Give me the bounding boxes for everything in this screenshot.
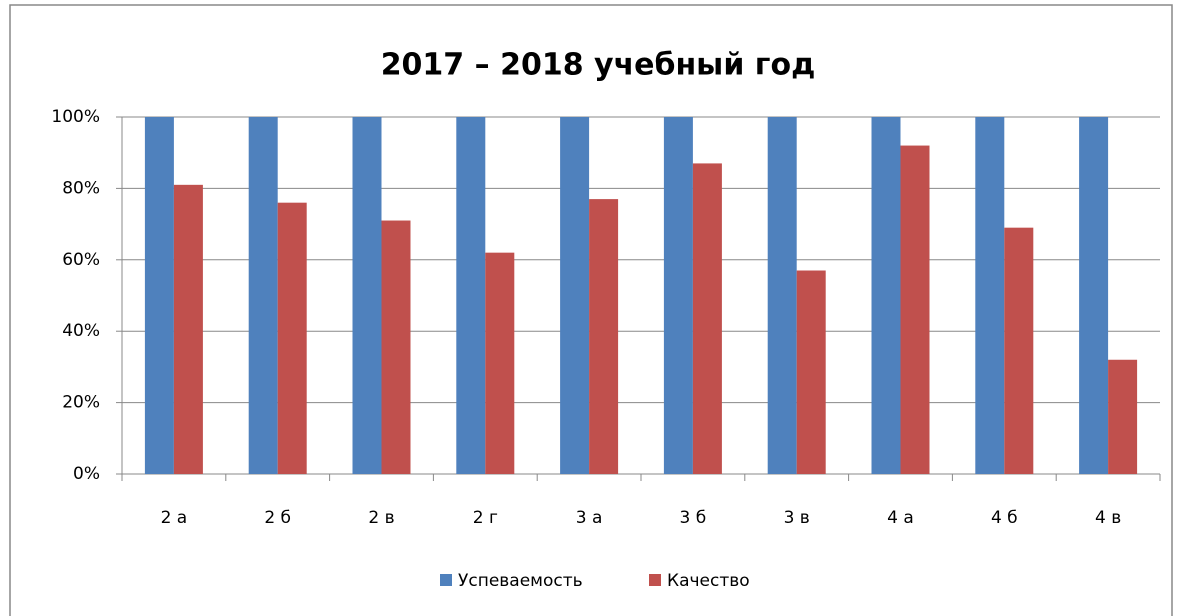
- y-tick-label: 20%: [62, 393, 100, 413]
- bar: [663, 117, 693, 474]
- legend-swatch: [649, 574, 661, 586]
- bar: [381, 220, 411, 474]
- legend-label: Успеваемость: [458, 571, 583, 591]
- x-tick-label: 3 б: [680, 508, 707, 528]
- x-tick-label: 4 а: [887, 508, 914, 528]
- y-tick-label: 40%: [62, 321, 100, 341]
- legend-swatch: [440, 574, 452, 586]
- x-tick-label: 3 в: [784, 508, 810, 528]
- bar: [871, 117, 901, 474]
- bar: [1079, 117, 1109, 474]
- x-tick-label: 4 в: [1095, 508, 1121, 528]
- bar: [767, 117, 797, 474]
- bar: [277, 202, 307, 474]
- bar: [1004, 227, 1034, 474]
- bar: [485, 252, 515, 474]
- x-tick-label: 2 г: [473, 508, 498, 528]
- x-tick-label: 2 а: [161, 508, 188, 528]
- bar: [975, 117, 1005, 474]
- bar: [900, 145, 930, 474]
- bar: [1108, 359, 1138, 474]
- x-tick-label: 4 б: [991, 508, 1018, 528]
- bar: [248, 117, 278, 474]
- bar: [589, 199, 619, 475]
- y-tick-label: 100%: [51, 107, 100, 127]
- x-tick-label: 2 в: [368, 508, 394, 528]
- bar: [796, 270, 826, 474]
- bar: [456, 117, 486, 474]
- bar: [352, 117, 382, 474]
- x-tick-label: 2 б: [264, 508, 291, 528]
- bar: [173, 184, 203, 474]
- bar: [692, 163, 722, 474]
- bar: [560, 117, 590, 474]
- legend-label: Качество: [667, 571, 750, 591]
- y-tick-label: 60%: [62, 250, 100, 270]
- bar: [144, 117, 174, 474]
- y-tick-label: 80%: [62, 178, 100, 198]
- x-tick-label: 3 а: [576, 508, 603, 528]
- chart-title: 2017 – 2018 учебный год: [381, 48, 816, 83]
- y-tick-label: 0%: [73, 464, 100, 484]
